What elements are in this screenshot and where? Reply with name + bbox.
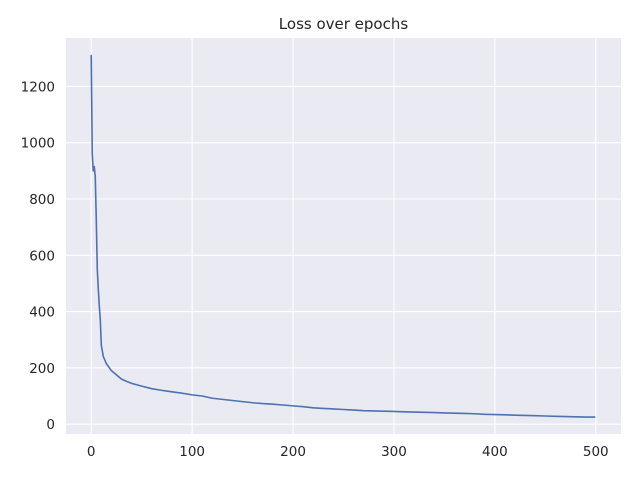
y-tick-label: 800: [29, 192, 55, 208]
y-tick-label: 200: [29, 361, 55, 377]
x-tick-label: 300: [381, 444, 407, 460]
y-gridlines: [66, 85, 621, 425]
series-line-loss: [90, 54, 596, 418]
x-tick-label: 200: [280, 444, 306, 460]
x-tick-label: 100: [179, 444, 205, 460]
y-tick-label: 0: [46, 417, 55, 433]
plot-area: [66, 38, 621, 434]
x-axis-ticks: 0 100 200 300 400 500: [87, 444, 609, 460]
y-tick-label: 1200: [21, 79, 55, 95]
y-tick-label: 400: [29, 305, 55, 321]
y-tick-label: 1000: [21, 136, 55, 152]
chart-title: Loss over epochs: [279, 15, 409, 33]
x-tick-label: 400: [482, 444, 508, 460]
y-axis-ticks: 0 200 400 600 800 1000 1200: [21, 79, 55, 433]
x-tick-label: 0: [87, 444, 96, 460]
x-tick-label: 500: [583, 444, 609, 460]
y-tick-label: 600: [29, 248, 55, 264]
